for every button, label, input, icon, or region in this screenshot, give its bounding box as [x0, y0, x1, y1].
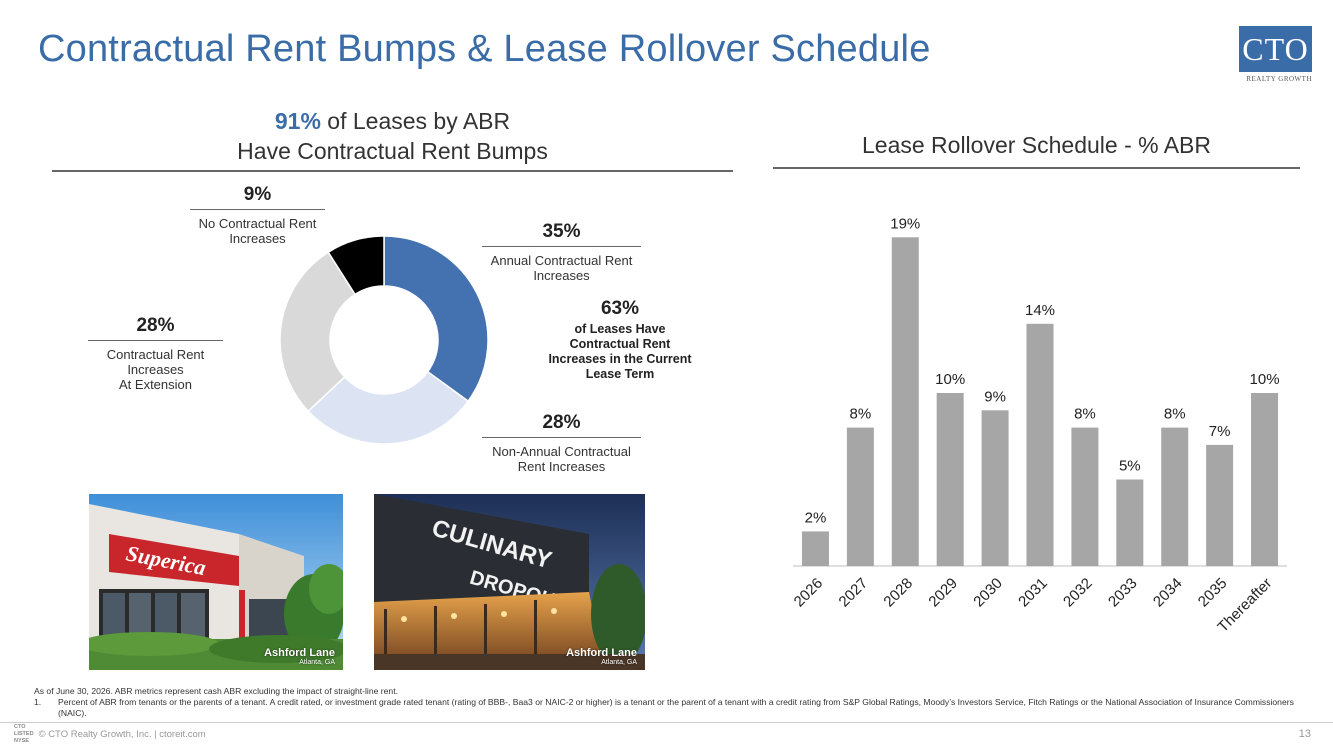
callout-extension-label-3: At Extension: [119, 377, 192, 392]
x-tick-2027: 2027: [836, 575, 872, 611]
x-tick-2029: 2029: [925, 575, 961, 611]
lease-rollover-bar-chart: 2% 2026 8% 2027 19% 2028 10% 2029 9% 2030 14% 2031 8…: [791, 215, 1287, 636]
footnote-number: 1.: [34, 697, 42, 707]
callout-no-increases-label-1: No Contractual Rent: [198, 216, 317, 231]
data-label-2029: 10%: [935, 371, 965, 388]
footnote-intro: As of June 30, 2026. ABR metrics represe…: [34, 686, 398, 696]
bar-2030: [981, 410, 1009, 566]
headline-line2: Have Contractual Rent Bumps: [237, 138, 548, 164]
photo-caption-sub: Atlanta, GA: [299, 659, 335, 666]
footer-mini-logo: CTO LISTED NYSE: [14, 724, 34, 745]
photo-caption-sub: Atlanta, GA: [601, 659, 637, 666]
x-tick-2034: 2034: [1150, 575, 1186, 611]
callout-extension-pct: 28%: [136, 315, 175, 336]
x-tick-2032: 2032: [1060, 575, 1096, 611]
data-label-2034: 8%: [1164, 406, 1186, 423]
callout-no-increases-label-2: Increases: [229, 231, 286, 246]
footer-mini-logo-line-2: LISTED: [14, 731, 34, 737]
callout-non-annual-pct: 28%: [542, 412, 581, 433]
donut-slice-4: [327, 235, 385, 296]
footnote-item: 1. Percent of ABR from tenants or the pa…: [34, 697, 1294, 719]
callout-annual: 35% Annual Contractual Rent Increases: [482, 221, 641, 283]
current-term-text: of Leases Have Contractual Rent Increase…: [548, 322, 692, 381]
restaurant-storefront-photo: Superica: [89, 494, 343, 670]
callout-annual-pct: 35%: [542, 221, 581, 242]
data-label-2027: 8%: [850, 406, 872, 423]
donut-slice-3: [279, 251, 357, 413]
photo-caption: Ashford Lane Atlanta, GA: [566, 647, 637, 666]
callout-annual-label: Annual Contractual Rent Increases: [490, 253, 633, 283]
footnote-text: Percent of ABR from tenants or the paren…: [58, 697, 1294, 718]
data-label-2035: 7%: [1209, 423, 1231, 440]
callout-divider: [190, 209, 325, 210]
bar-2027: [846, 427, 874, 566]
page-number: 13: [1298, 728, 1311, 740]
current-term-pct: 63%: [600, 298, 640, 319]
data-label-2031: 14%: [1025, 302, 1055, 319]
x-tick-2028: 2028: [880, 575, 916, 611]
donut-slice-1: [383, 235, 489, 403]
callout-non-annual: 28% Non-Annual Contractual Rent Increase…: [482, 412, 641, 474]
callout-divider: [482, 246, 641, 247]
headline-pct: 91%: [274, 108, 321, 134]
photo-caption-title: Ashford Lane: [264, 647, 335, 659]
current-term-note: 63% of Leases Have Contractual Rent Incr…: [540, 298, 700, 382]
x-tick-2033: 2033: [1105, 575, 1141, 611]
photo-culinary-dropout: CULINARY DROPOUT Ashford Lane Atlanta, G…: [374, 494, 645, 670]
footer: CTO LISTED NYSE © CTO Realty Growth, Inc…: [14, 724, 206, 745]
callout-no-increases: 9% No Contractual Rent Increases: [190, 184, 325, 246]
culinary-dropout-photo: CULINARY DROPOUT: [374, 494, 645, 670]
bar-2032: [1071, 427, 1099, 566]
bar-2035: [1206, 444, 1234, 566]
callout-extension-label-1: Contractual Rent: [106, 347, 205, 362]
photo-caption: Ashford Lane Atlanta, GA: [264, 647, 335, 666]
callout-no-increases-pct: 9%: [243, 184, 272, 205]
left-header-rule: [52, 170, 733, 172]
callout-extension-label-2: Increases: [127, 362, 184, 377]
data-label-2032: 8%: [1074, 406, 1096, 423]
rent-bumps-donut-chart: [279, 235, 489, 445]
footnotes: As of June 30, 2026. ABR metrics represe…: [34, 686, 1294, 719]
headline-rest: of Leases by ABR: [327, 108, 511, 134]
callout-extension: 28% Contractual Rent Increases At Extens…: [88, 315, 223, 392]
x-tick-2031: 2031: [1015, 575, 1051, 611]
callout-non-annual-label: Non-Annual Contractual Rent Increases: [492, 444, 631, 474]
bar-2026: [801, 531, 829, 566]
callout-divider: [482, 437, 641, 438]
data-label-2030: 9%: [984, 388, 1006, 405]
company-logo: CTO REALTY GROWTH: [1239, 26, 1312, 88]
left-panel-headline: 91% of Leases by ABR Have Contractual Re…: [52, 106, 733, 166]
right-header-rule: [773, 167, 1300, 169]
data-label-2028: 19%: [890, 215, 920, 232]
bar-2034: [1161, 427, 1189, 566]
data-label-2033: 5%: [1119, 458, 1141, 475]
donut-slice-2: [307, 370, 470, 445]
data-label-thereafter: 10%: [1250, 371, 1280, 388]
x-tick-2026: 2026: [791, 575, 827, 611]
bar-2028: [891, 237, 919, 567]
bar-2031: [1026, 323, 1054, 566]
page-title: Contractual Rent Bumps & Lease Rollover …: [38, 28, 931, 70]
footer-mini-logo-line-3: NYSE: [14, 738, 29, 744]
x-tick-2035: 2035: [1195, 575, 1231, 611]
callout-divider: [88, 340, 223, 341]
bar-2029: [936, 393, 964, 566]
footer-mini-logo-line-1: CTO: [14, 724, 26, 730]
footer-rule: [0, 722, 1333, 723]
rollover-chart-title: Lease Rollover Schedule - % ABR: [861, 132, 1212, 158]
logo-subtitle: REALTY GROWTH: [1246, 75, 1312, 83]
photo-caption-title: Ashford Lane: [566, 647, 637, 659]
x-tick-2030: 2030: [970, 575, 1006, 611]
photo-restaurant-storefront: Superica Ashford Lane Atlanta, GA: [89, 494, 343, 670]
logo-mark: CTO: [1239, 26, 1312, 72]
bar-thereafter: [1251, 393, 1279, 566]
data-label-2026: 2%: [805, 509, 827, 526]
footer-copyright: © CTO Realty Growth, Inc. | ctoreit.com: [38, 729, 206, 740]
bar-2033: [1116, 479, 1144, 566]
